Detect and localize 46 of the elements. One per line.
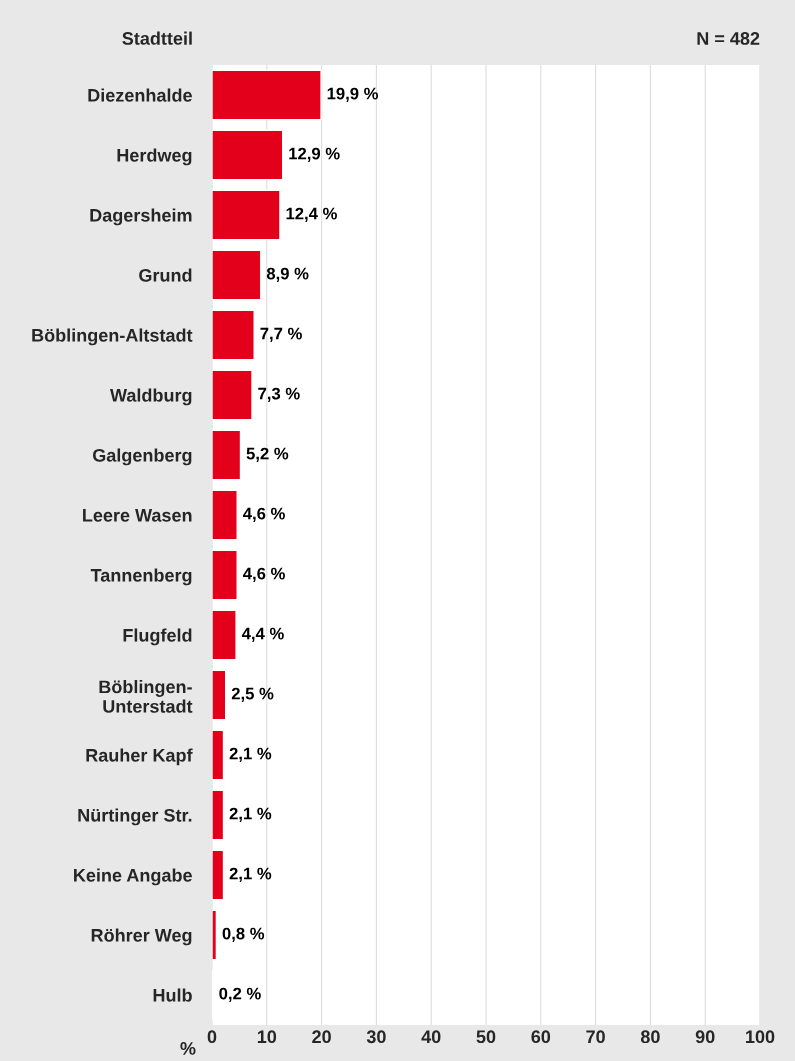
y-tick-label: Tannenberg [90, 568, 192, 586]
y-tick-label: Flugfeld [123, 628, 192, 646]
y-tick-label: Röhrer Weg [91, 928, 192, 946]
y-tick-label: Hulb [153, 988, 192, 1002]
data-label: 4,6 % [243, 567, 285, 582]
data-label: 12,9 % [289, 147, 340, 162]
data-label: 19,9 % [327, 87, 379, 102]
x-axis-title: % [180, 1042, 196, 1055]
y-tick-label: Böblingen- Unterstadt [99, 680, 193, 713]
text: N = 482 [697, 32, 760, 45]
y-tick-label: Waldburg [110, 388, 192, 406]
y-tick-label: Keine Angabe [74, 868, 192, 886]
data-label: 4,6 % [243, 507, 285, 522]
y-tick-label: Herdweg [117, 148, 192, 166]
data-label: 8,9 % [266, 267, 309, 282]
y-tick-label: Dagersheim [90, 208, 192, 226]
y-axis-title: Stadtteil [122, 31, 192, 45]
x-tick-label: 50 [476, 1030, 496, 1044]
data-label: 2,1 % [229, 807, 272, 822]
x-tick-label: 0 [207, 1030, 217, 1044]
data-label: 2,1 % [229, 747, 272, 762]
data-label: 7,3 % [258, 387, 300, 402]
data-label: 4,4 % [241, 627, 284, 642]
data-label: 7,7 % [260, 327, 302, 342]
x-tick-label: 20 [312, 1030, 331, 1044]
data-label: 0,8 % [222, 927, 265, 942]
x-tick-label: 60 [531, 1030, 551, 1044]
x-tick-label: 40 [421, 1030, 441, 1044]
data-label: 2,5 % [231, 687, 274, 702]
x-tick-label: 100 [746, 1030, 775, 1044]
x-tick-label: 80 [640, 1030, 660, 1044]
x-tick-label: 90 [695, 1030, 715, 1044]
data-label: 5,2 % [246, 447, 289, 462]
y-tick-label: Leere Wasen [83, 509, 192, 522]
y-tick-label: Diezenhalde [88, 88, 192, 102]
x-tick-label: 30 [366, 1030, 386, 1044]
y-tick-label: Rauher Kapf [86, 748, 193, 766]
x-tick-label: 70 [586, 1030, 605, 1044]
y-tick-label: Grund [139, 268, 192, 282]
x-tick-label: 10 [257, 1030, 277, 1044]
y-tick-label: Böblingen-Altstadt [32, 328, 193, 346]
data-label: 12,4 % [286, 207, 337, 222]
data-label: 2,1 % [229, 867, 272, 882]
y-tick-label: Nürtinger Str. [78, 808, 192, 826]
data-label: 0,2 % [219, 987, 261, 1002]
y-tick-label: Galgenberg [92, 448, 192, 466]
